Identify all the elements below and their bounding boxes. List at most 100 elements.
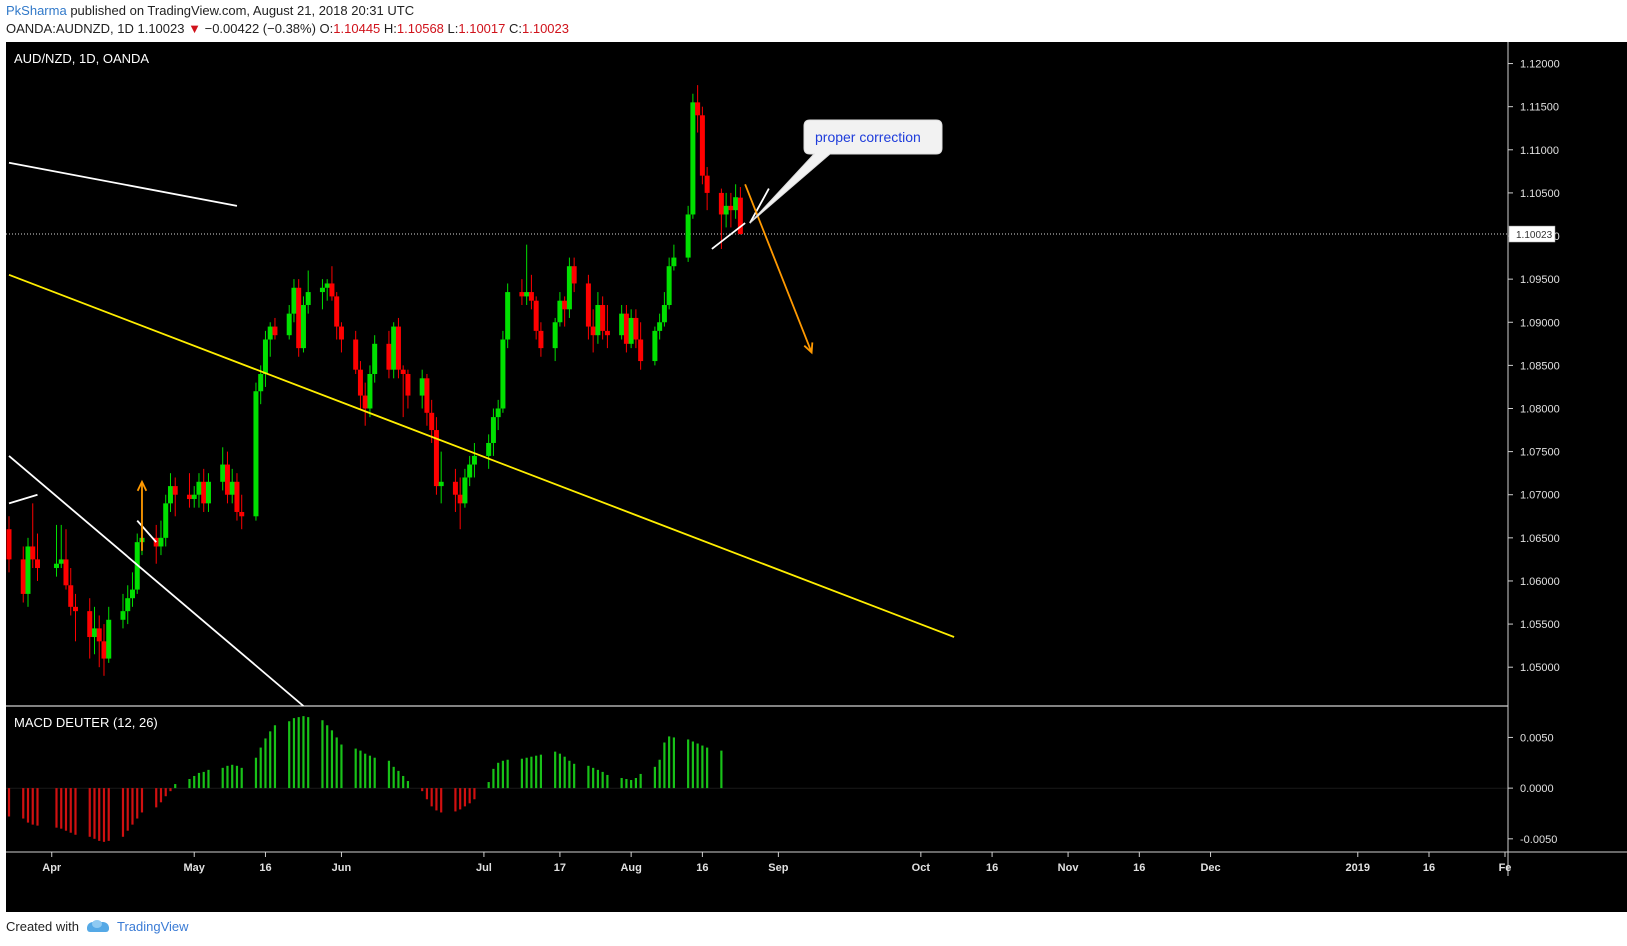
candle-body xyxy=(452,481,458,495)
candle-body xyxy=(566,266,572,310)
price-tick-label: 1.07000 xyxy=(1520,490,1560,502)
candle-body xyxy=(196,481,202,495)
chart-canvas[interactable]: 1.05000 1.05500 1.06000 1.06500 1.07000 1.075… xyxy=(6,42,1627,912)
candle-body xyxy=(386,343,392,370)
price-tick-label: 1.11500 xyxy=(1520,102,1559,114)
white-trendline[interactable] xyxy=(749,188,770,224)
author-link[interactable]: PkSharma xyxy=(6,3,67,18)
chart-title: AUD/NZD, 1D, OANDA xyxy=(14,51,149,66)
candle xyxy=(296,279,302,357)
orange-arrow[interactable] xyxy=(744,183,814,355)
candle-body xyxy=(638,339,644,362)
candle xyxy=(395,317,401,379)
created-with-label: Created with xyxy=(6,919,79,934)
white-trendline[interactable] xyxy=(8,161,238,207)
candle-body xyxy=(690,102,696,215)
candle-body xyxy=(652,330,658,362)
price-tick-label: 1.12000 xyxy=(1520,59,1560,71)
time-tick-label: Nov xyxy=(1058,862,1080,874)
candle xyxy=(429,399,435,443)
candle-body xyxy=(666,266,672,306)
candle xyxy=(158,520,164,556)
candle-body xyxy=(258,374,264,392)
price-pane[interactable] xyxy=(6,85,1508,676)
candle-body xyxy=(172,486,178,495)
change-value: −0.00422 (−0.38%) xyxy=(204,21,316,36)
candle-body xyxy=(305,292,311,306)
candle-body xyxy=(372,343,378,374)
candle xyxy=(604,305,610,349)
candle xyxy=(585,274,591,340)
candle xyxy=(191,486,197,508)
published-text: published on TradingView.com, August 21,… xyxy=(70,3,415,18)
orange-arrow[interactable] xyxy=(136,479,148,551)
candle xyxy=(120,593,126,629)
price-tick-label: 1.08500 xyxy=(1520,360,1560,372)
candle xyxy=(372,335,378,383)
macd-tick-label: -0.0050 xyxy=(1520,834,1557,846)
price-tick-label: 1.08000 xyxy=(1520,403,1560,415)
candle-body xyxy=(129,589,135,599)
candle-body xyxy=(562,300,568,310)
candle xyxy=(201,468,207,512)
annotation-callout[interactable]: proper correction xyxy=(749,119,943,224)
publish-line: PkSharma published on TradingView.com, A… xyxy=(6,2,1606,20)
candle xyxy=(338,322,344,353)
white-trendline[interactable] xyxy=(8,455,305,706)
tradingview-link[interactable]: TradingView xyxy=(116,919,189,934)
candle xyxy=(229,468,235,504)
candle xyxy=(533,296,539,340)
footer: Created with TradingView xyxy=(6,919,189,934)
candle-body xyxy=(338,326,344,340)
candle-body xyxy=(595,305,601,336)
macd-tick-label: 0.0050 xyxy=(1520,732,1554,744)
candle-body xyxy=(96,628,102,642)
candle xyxy=(262,330,268,387)
candle-body xyxy=(628,317,634,344)
candle-body xyxy=(695,102,701,116)
candle xyxy=(267,322,273,357)
candle-body xyxy=(334,296,340,327)
high-label: H: xyxy=(383,21,397,36)
candle-body xyxy=(25,546,31,594)
candle-body xyxy=(495,408,501,418)
candle xyxy=(500,330,506,413)
price-tick-label: 1.10500 xyxy=(1520,188,1560,200)
white-trendline[interactable] xyxy=(8,493,38,505)
yellow-trendline[interactable] xyxy=(8,273,955,638)
candle-body xyxy=(490,417,496,443)
time-tick-label: May xyxy=(184,862,206,874)
annotation-text: proper correction xyxy=(815,129,921,145)
candle-body xyxy=(685,214,691,258)
candle xyxy=(619,305,625,340)
white-trendline[interactable] xyxy=(136,520,157,543)
high-value: 1.10568 xyxy=(396,21,444,36)
arrow-head-icon xyxy=(136,479,148,492)
candle-body xyxy=(186,494,192,500)
price-tick-label: 1.09000 xyxy=(1520,317,1560,329)
candle-body xyxy=(357,369,363,396)
close-label: C: xyxy=(509,21,522,36)
candle-body xyxy=(367,374,373,409)
candle xyxy=(34,533,40,581)
candle xyxy=(305,270,311,314)
candle-body xyxy=(201,481,207,504)
white-trendline[interactable] xyxy=(711,222,746,250)
time-tick-label: Jun xyxy=(332,862,352,874)
candle xyxy=(590,309,596,353)
candle-body xyxy=(286,313,292,336)
candle-body xyxy=(505,292,511,340)
candle xyxy=(272,317,278,340)
price-tick-label: 1.05000 xyxy=(1520,662,1560,674)
candle-body xyxy=(657,322,663,331)
candle-body xyxy=(728,205,734,211)
macd-title: MACD DEUTER (12, 26) xyxy=(14,715,158,730)
macd-pane[interactable] xyxy=(6,716,1508,842)
last-price-tag-text: 1.10023 xyxy=(1516,230,1553,241)
candle xyxy=(163,494,169,547)
arrow-shaft xyxy=(744,183,813,353)
candle xyxy=(106,606,112,663)
symbol-label: OANDA:AUDNZD, 1D xyxy=(6,21,134,36)
candle xyxy=(690,93,696,219)
candle-body xyxy=(424,378,430,413)
